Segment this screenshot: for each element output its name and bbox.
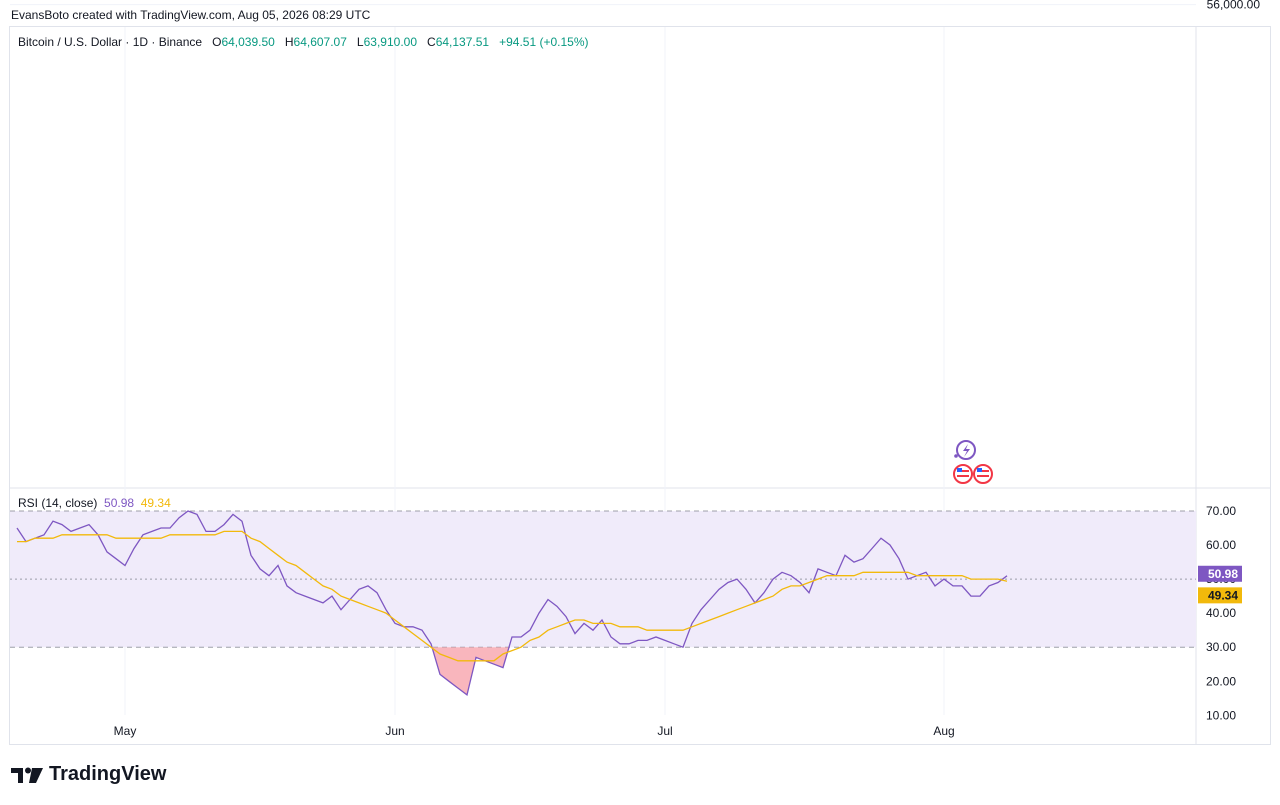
change-value: +94.51 (+0.15%) <box>499 35 589 49</box>
tradingview-logo-text: TradingView <box>49 763 167 785</box>
rsi-background-band <box>10 511 1196 648</box>
price-legend: Bitcoin / U.S. Dollar · 1D · Binance O64… <box>18 35 589 49</box>
us-economic-event-icon[interactable] <box>973 464 993 484</box>
rsi-ma-value-label: 49.34 <box>1208 588 1238 602</box>
time-tick-label: Aug <box>933 724 954 738</box>
symbol-title[interactable]: Bitcoin / U.S. Dollar · 1D · Binance <box>18 35 203 49</box>
rsi-tick-label: 20.00 <box>1206 674 1236 688</box>
close-value: 64,137.51 <box>435 35 490 49</box>
high-value: 64,607.07 <box>293 35 347 49</box>
time-tick-label: Jun <box>385 724 404 738</box>
high-label: H <box>284 35 294 49</box>
rsi-ma-value: 49.34 <box>140 496 171 510</box>
chart-frame <box>9 26 1271 745</box>
tradingview-logo[interactable]: TradingView <box>11 763 166 786</box>
low-label: L <box>356 35 364 49</box>
open-value: 64,039.50 <box>221 35 275 49</box>
tradingview-logo-icon <box>11 767 43 783</box>
open-label: O <box>212 35 222 49</box>
rsi-tick-label: 70.00 <box>1206 504 1236 518</box>
rsi-ma-value-tag <box>1198 587 1242 604</box>
rsi-value-tag <box>1198 565 1242 582</box>
chart-credit: EvansBoto created with TradingView.com, … <box>11 8 371 22</box>
rsi-title[interactable]: RSI (14, close) <box>18 496 98 510</box>
us-economic-event-icon[interactable] <box>953 464 973 484</box>
rsi-value-label: 50.98 <box>1208 567 1238 581</box>
time-tick-label: May <box>114 724 137 738</box>
rsi-line[interactable] <box>16 510 1008 697</box>
rsi-tick-label: 60.00 <box>1206 538 1236 552</box>
news-event-icon[interactable] <box>954 440 976 460</box>
rsi-tick-label: 30.00 <box>1206 640 1236 654</box>
rsi-tick-label: 10.00 <box>1206 708 1236 722</box>
rsi-oversold-fill <box>432 647 509 695</box>
low-value: 63,910.00 <box>363 35 417 49</box>
price-tick-label: 56,000.00 <box>1207 0 1261 12</box>
rsi-ma-line[interactable] <box>17 530 1008 662</box>
rsi-value: 50.98 <box>104 496 135 510</box>
rsi-tick-label: 40.00 <box>1206 606 1236 620</box>
rsi-legend: RSI (14, close) 50.98 49.34 <box>18 496 171 510</box>
close-label: C <box>427 35 436 49</box>
time-tick-label: Jul <box>657 724 672 738</box>
